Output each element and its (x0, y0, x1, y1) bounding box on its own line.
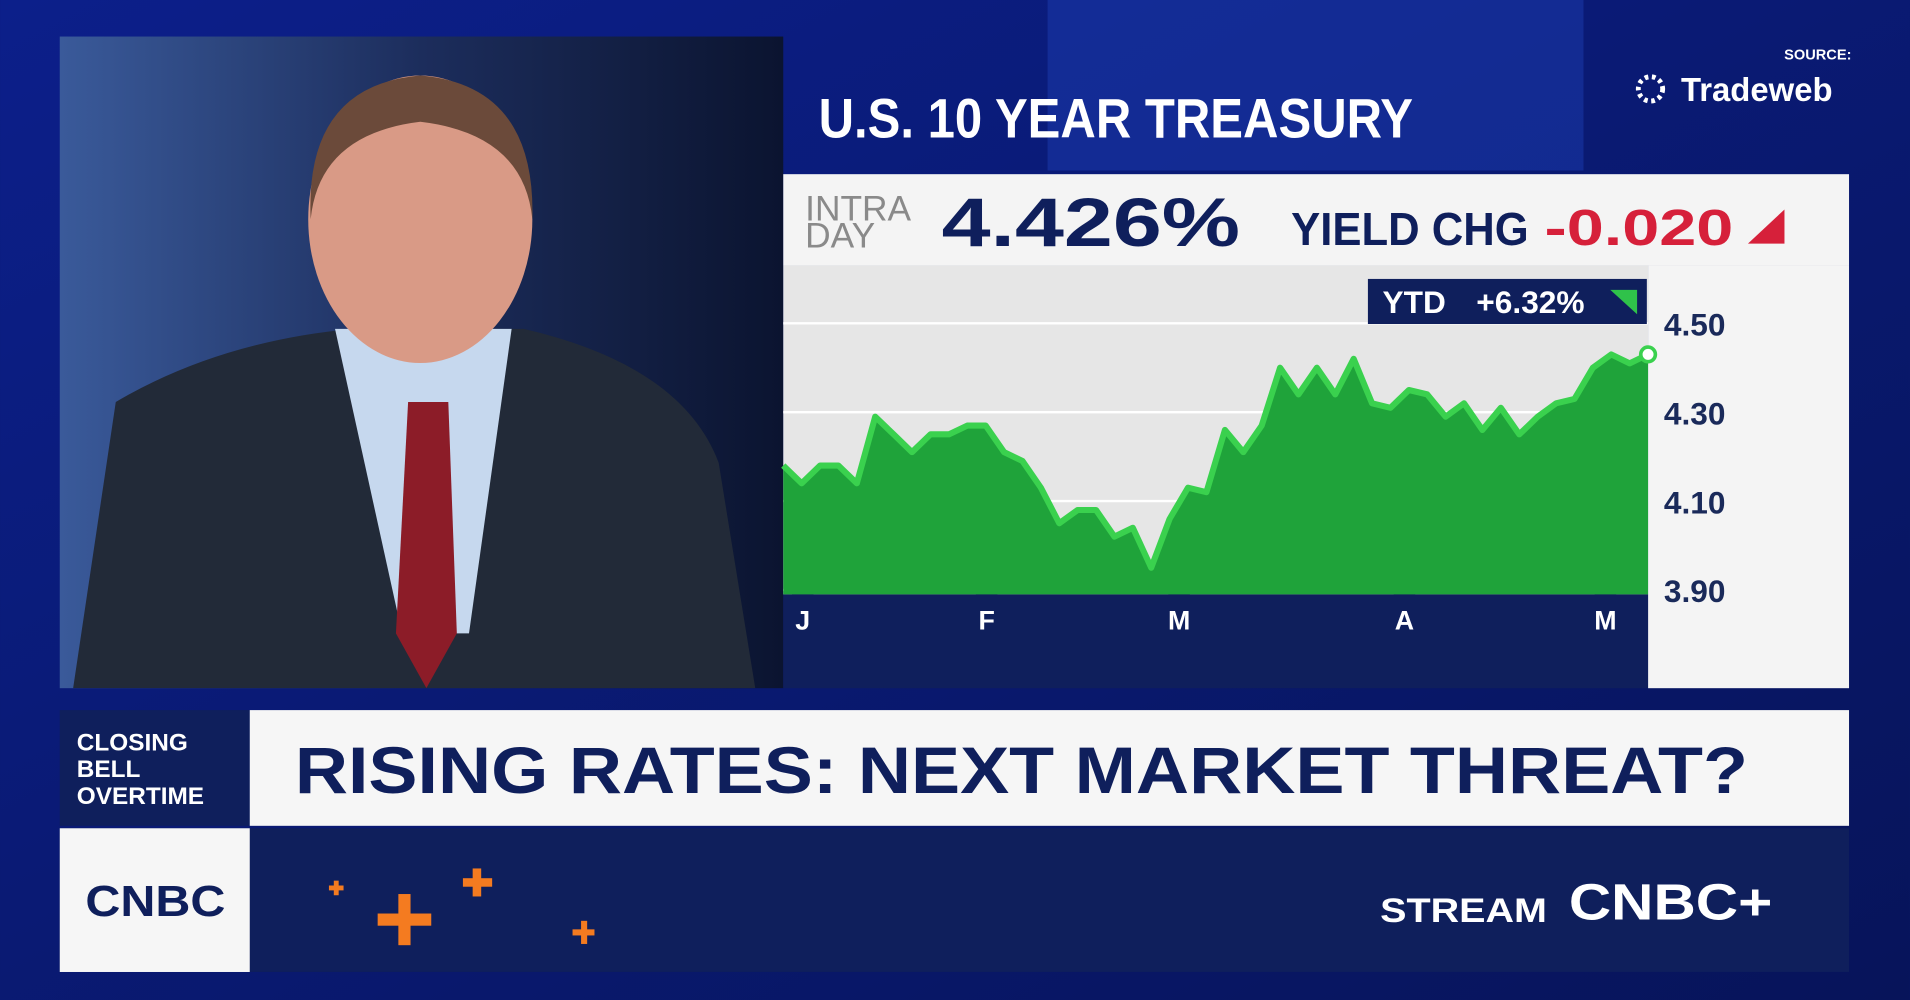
bg-block (1047, 0, 1584, 171)
x-axis-band (783, 594, 1649, 689)
x-tick-label: M (1168, 606, 1190, 636)
source-logo (1635, 74, 1666, 104)
y-tick-label: 4.50 (1664, 306, 1726, 342)
y-tick-label: 4.30 (1664, 395, 1726, 431)
yield-value: 4.426% (942, 185, 1240, 261)
axis-panel (1648, 265, 1850, 689)
day-label: DAY (805, 216, 875, 255)
x-tick-label: F (978, 606, 994, 636)
x-tick-label: M (1594, 606, 1616, 636)
footer-band (59, 828, 1850, 972)
network-box (59, 828, 250, 972)
source: Tradeweb (1681, 71, 1833, 108)
video (59, 36, 784, 689)
hair (310, 75, 533, 220)
headline-bar (249, 710, 1850, 826)
x-tick-label: A (1395, 606, 1414, 636)
title: U.S. 10 YEAR TREASURY (819, 87, 1413, 150)
area (783, 354, 1649, 595)
show-name: CLOSING (77, 729, 188, 756)
show-box (59, 710, 250, 826)
headline: RISING RATES: NEXT MARKET THREAT? (295, 733, 1748, 807)
y-tick-label: 4.10 (1664, 484, 1726, 520)
end-point (1638, 345, 1658, 364)
network-logo: CNBC (85, 877, 225, 926)
decor-plus (328, 868, 595, 946)
y-tick-label: 3.90 (1664, 573, 1726, 609)
source-label: SOURCE: (1784, 48, 1851, 64)
head (308, 75, 533, 363)
yield-change-label: YIELD CHG (1291, 203, 1529, 255)
tie (395, 401, 457, 689)
quote-panel (783, 174, 1850, 266)
ytd-label: YTD (1383, 284, 1446, 320)
stream-brand: CNBC+ (1569, 874, 1772, 931)
show-name: OVERTIME (77, 783, 204, 810)
yield-change: -0.020 (1545, 199, 1734, 256)
stream-label: STREAM (1380, 892, 1547, 930)
intra-label: INTRA (805, 189, 911, 228)
x-tick-label: J (795, 606, 810, 636)
ytd-change: +6.32% (1476, 284, 1584, 320)
line (781, 351, 1650, 571)
show-name: BELL (77, 756, 141, 783)
plot (781, 322, 1658, 595)
ytd-box (1367, 278, 1647, 324)
